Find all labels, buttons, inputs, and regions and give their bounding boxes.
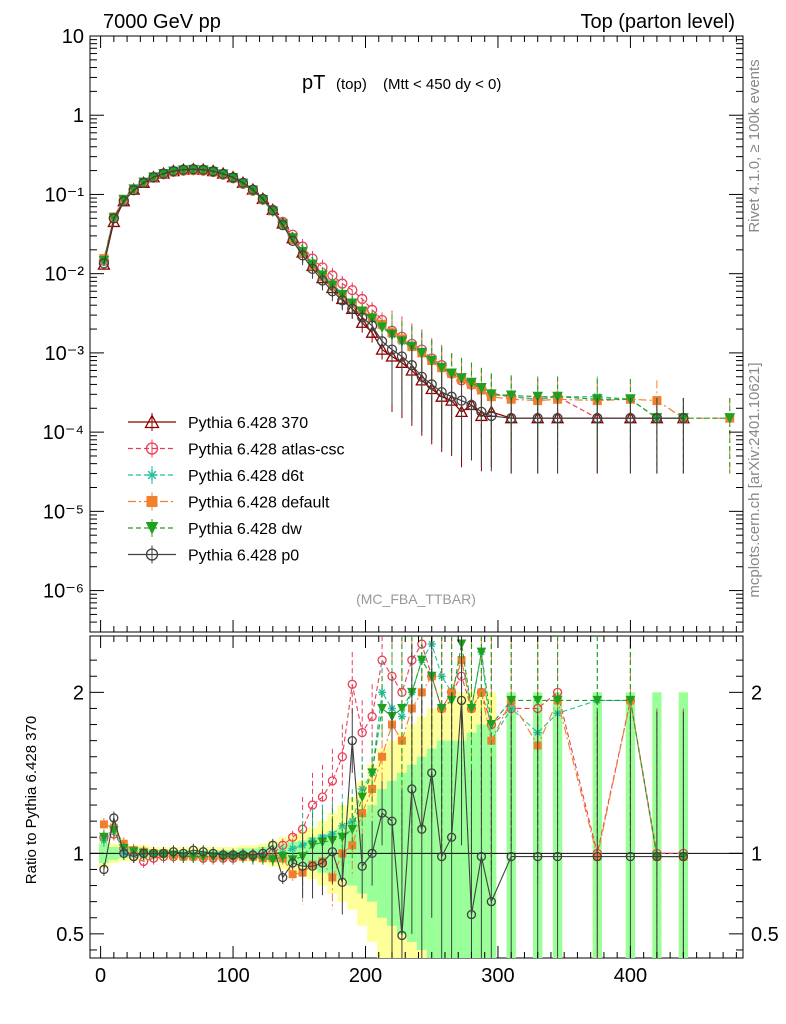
legend-item: Pythia 6.428 dw — [128, 519, 302, 538]
energy-label: 7000 GeV pp — [103, 11, 221, 33]
ratio-y-axis-label: Ratio to Pythia 6.428 370 — [23, 716, 40, 884]
x-tick-label: 400 — [614, 965, 647, 987]
legend-marker — [147, 496, 158, 507]
legend-label: Pythia 6.428 p0 — [188, 548, 299, 565]
figure-svg: 7000 GeV pp Top (parton level) pT (top) … — [0, 0, 786, 1024]
plot-title-sub2: (Mtt < 450 dy < 0) — [383, 76, 501, 93]
y-tick-label: 1 — [73, 105, 84, 127]
legend-label: Pythia 6.428 d6t — [188, 468, 304, 485]
x-tick-label: 200 — [349, 965, 382, 987]
plot-title: pT (top) (Mtt < 450 dy < 0) — [302, 72, 501, 94]
y-tick-label: 10 — [62, 26, 84, 48]
legend-label: Pythia 6.428 default — [188, 495, 330, 512]
x-tick-label: 300 — [481, 965, 514, 987]
legend-item: Pythia 6.428 atlas-csc — [128, 440, 345, 459]
ratio-y-tick-label-right: 0.5 — [751, 924, 779, 946]
ratio-y-tick-label: 2 — [73, 682, 84, 704]
y-tick-label: 10⁻⁵ — [43, 501, 84, 523]
legend-item: Pythia 6.428 p0 — [128, 546, 299, 565]
series-line — [104, 170, 683, 418]
ratio-y-tick-label-right: 2 — [751, 682, 762, 704]
ratio-point — [289, 845, 297, 853]
legend-item: Pythia 6.428 default — [128, 493, 330, 512]
ratio-point — [100, 820, 108, 828]
series-line — [104, 169, 683, 418]
x-tick-label: 100 — [216, 965, 249, 987]
legend-label: Pythia 6.428 dw — [188, 521, 302, 538]
ratio-y-tick-label: 1 — [73, 843, 84, 865]
legend-label: Pythia 6.428 atlas-csc — [188, 442, 345, 459]
y-tick-label: 10⁻⁶ — [43, 581, 84, 603]
analysis-tag: (MC_FBA_TTBAR) — [356, 591, 476, 607]
y-tick-label: 10⁻⁴ — [43, 422, 84, 444]
y-tick-label: 10⁻¹ — [45, 184, 85, 206]
series-line — [104, 170, 730, 418]
series-line — [104, 170, 730, 418]
plot-title-sub1: (top) — [336, 76, 367, 93]
ratio-point — [289, 870, 297, 878]
ratio-y-tick-label: 0.5 — [56, 924, 84, 946]
legend-item: Pythia 6.428 d6t — [128, 466, 304, 485]
ratio-point — [378, 753, 386, 761]
y-tick-label: 10⁻² — [45, 264, 85, 286]
legend-label: Pythia 6.428 370 — [188, 415, 308, 432]
ratio-plot-layer — [90, 636, 743, 958]
mcplots-label: mcplots.cern.ch [arXiv:2401.10621] — [746, 362, 763, 597]
legend-item: Pythia 6.428 370 — [128, 413, 308, 432]
series-line — [104, 170, 683, 418]
plot-title-main: pT — [302, 72, 325, 94]
rivet-version-label: Rivet 4.1.0, ≥ 100k events — [746, 59, 763, 232]
figure-canvas: 7000 GeV pp Top (parton level) pT (top) … — [0, 0, 786, 1024]
series-line — [104, 169, 683, 418]
process-label: Top (parton level) — [580, 11, 735, 33]
y-tick-label: 10⁻³ — [45, 343, 85, 365]
main-plot-frame — [90, 36, 743, 632]
ratio-y-tick-label-right: 1 — [751, 843, 762, 865]
legend: Pythia 6.428 370 Pythia 6.428 atlas-csc Py… — [128, 413, 345, 565]
x-tick-label: 0 — [95, 965, 106, 987]
main-series-pythia-6-428-370 — [98, 164, 688, 474]
legend-marker — [147, 470, 158, 481]
